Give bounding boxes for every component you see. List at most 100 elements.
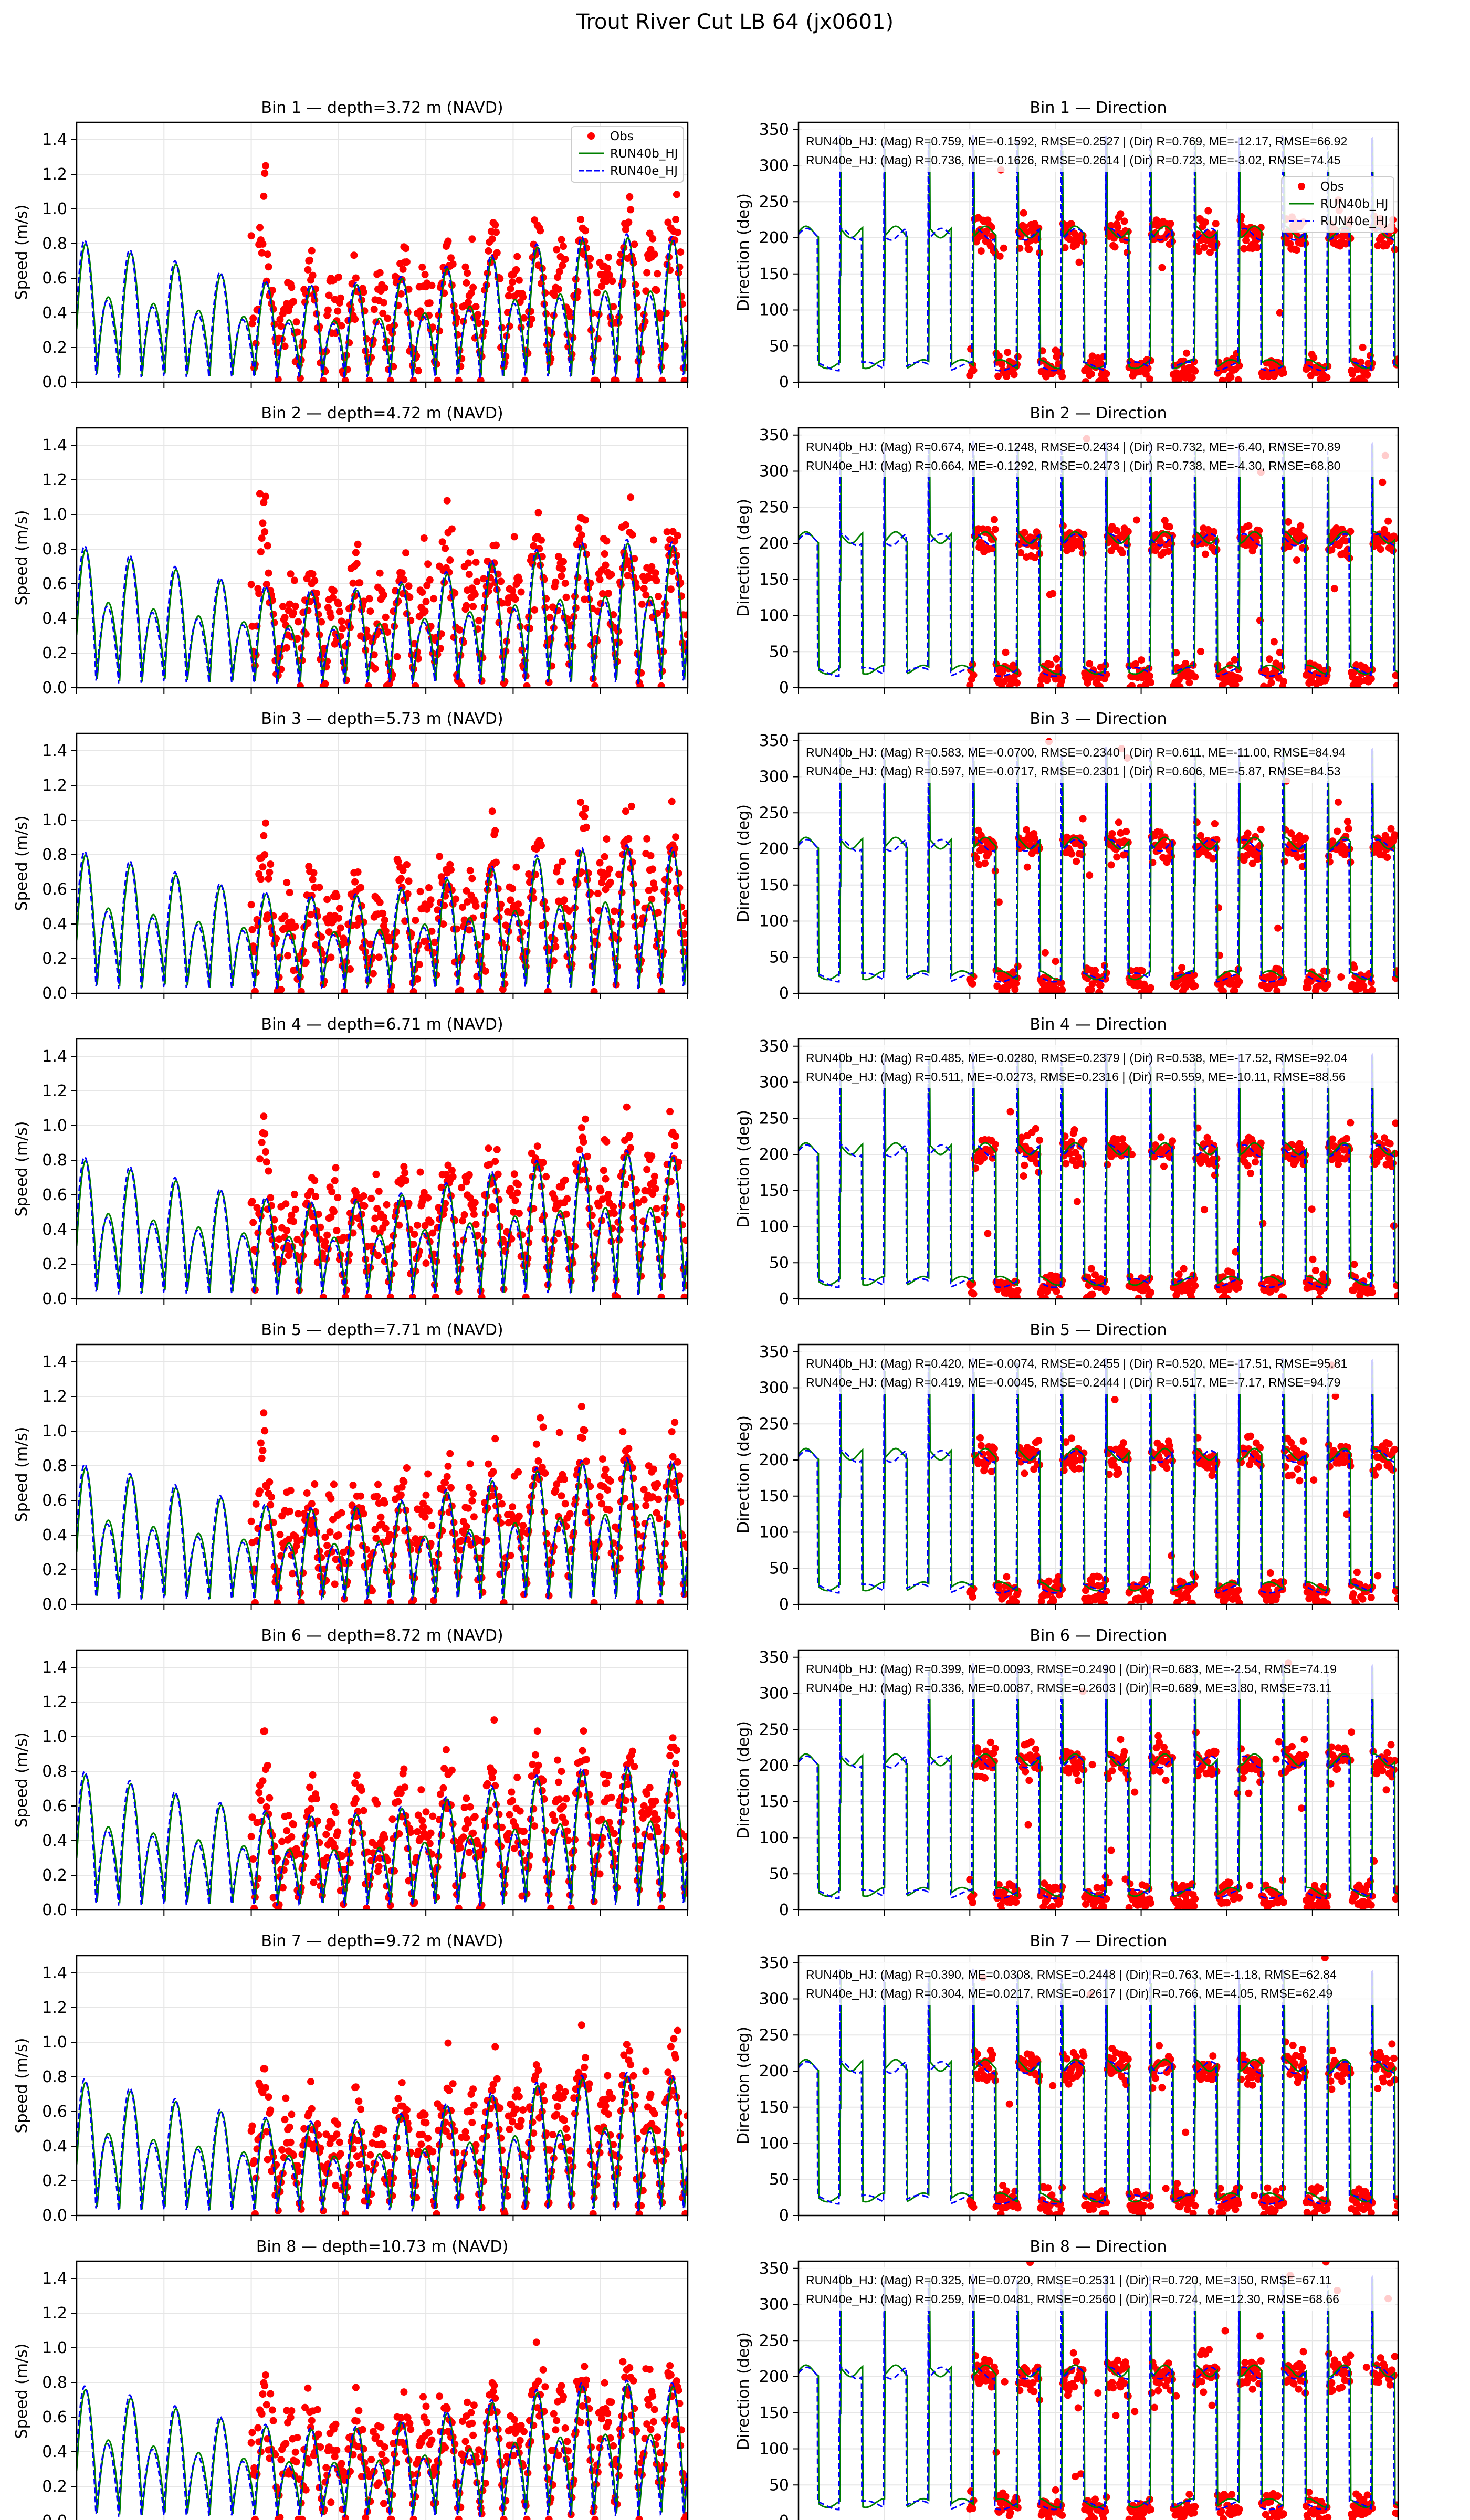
obs-point xyxy=(337,924,344,932)
obs-point xyxy=(449,1173,457,1181)
plot-area xyxy=(77,1103,688,1299)
obs-point xyxy=(601,550,608,558)
obs-point xyxy=(645,887,653,895)
obs-point xyxy=(291,1205,299,1213)
y-tick-label: 350 xyxy=(759,1343,789,1361)
obs-point xyxy=(325,291,333,299)
obs-point xyxy=(412,917,419,924)
obs-point xyxy=(335,274,342,281)
obs-point xyxy=(1201,550,1209,558)
obs-point xyxy=(405,877,413,885)
obs-point xyxy=(969,1593,976,1601)
y-tick-label: 1.4 xyxy=(42,742,67,760)
obs-point xyxy=(463,279,470,287)
obs-point xyxy=(1245,522,1253,530)
stats-run40b-hj: RUN40b_HJ: (Mag) R=0.759, ME=-0.1592, RM… xyxy=(806,134,1347,148)
obs-point xyxy=(1095,1573,1103,1581)
obs-point xyxy=(303,1489,311,1497)
obs-point xyxy=(532,1440,540,1448)
obs-point xyxy=(247,1517,255,1525)
obs-point xyxy=(261,170,269,177)
obs-point xyxy=(969,980,976,988)
obs-point xyxy=(424,1194,432,1202)
obs-point xyxy=(1047,661,1055,669)
obs-point xyxy=(430,1597,438,1604)
y-tick-label: 0 xyxy=(779,984,789,1003)
obs-point xyxy=(1297,522,1305,530)
obs-point xyxy=(469,284,477,291)
panel-title: Bin 5 — depth=7.71 m (NAVD) xyxy=(261,1321,503,1339)
obs-point xyxy=(405,1200,413,1208)
obs-point xyxy=(295,618,302,626)
obs-point xyxy=(380,591,387,599)
obs-point xyxy=(265,263,272,271)
obs-point xyxy=(418,589,426,596)
obs-point xyxy=(247,232,255,240)
obs-point xyxy=(1228,1269,1236,1277)
obs-point xyxy=(555,268,563,276)
obs-point xyxy=(1124,528,1132,536)
y-tick-label: 0.2 xyxy=(42,950,67,968)
y-tick-label: 0.2 xyxy=(42,339,67,357)
obs-point xyxy=(581,1426,589,1434)
obs-point xyxy=(561,1500,569,1508)
obs-point xyxy=(287,570,295,578)
obs-point xyxy=(539,1159,547,1167)
obs-point xyxy=(402,1177,410,1184)
obs-point xyxy=(650,1172,658,1180)
obs-point xyxy=(646,229,654,237)
obs-point xyxy=(514,1181,522,1189)
obs-point xyxy=(1161,517,1169,524)
obs-point xyxy=(635,1599,643,1604)
obs-point xyxy=(262,162,269,170)
obs-point xyxy=(672,1132,680,1140)
obs-point xyxy=(258,249,266,257)
obs-point xyxy=(667,585,675,593)
obs-point xyxy=(265,1167,272,1175)
obs-point xyxy=(290,298,298,306)
obs-point xyxy=(406,593,414,601)
obs-point xyxy=(264,542,271,550)
plot-area xyxy=(799,435,1398,688)
obs-point xyxy=(998,361,1006,369)
obs-point xyxy=(1368,986,1376,993)
obs-point xyxy=(429,1229,437,1237)
axes-frame xyxy=(76,732,689,994)
obs-point xyxy=(579,1434,586,1442)
obs-point xyxy=(554,1230,562,1237)
obs-point xyxy=(1146,1597,1153,1604)
obs-point xyxy=(1391,535,1398,542)
obs-point xyxy=(259,519,267,527)
obs-point xyxy=(1035,1437,1043,1445)
obs-point xyxy=(449,260,457,268)
obs-point xyxy=(472,558,480,566)
obs-point xyxy=(446,556,454,564)
obs-point xyxy=(370,651,378,659)
obs-point xyxy=(674,228,681,236)
obs-point xyxy=(1394,672,1398,680)
obs-point xyxy=(582,227,590,235)
obs-point xyxy=(498,599,506,607)
obs-point xyxy=(519,293,527,301)
obs-point xyxy=(402,245,410,253)
obs-point xyxy=(996,252,1004,260)
obs-point xyxy=(311,1480,319,1488)
obs-point xyxy=(361,1202,369,1210)
y-tick-label: 300 xyxy=(759,1379,789,1398)
obs-point xyxy=(264,911,271,919)
obs-point xyxy=(537,1414,544,1422)
axes-frame xyxy=(797,427,1399,689)
obs-point xyxy=(1288,1471,1296,1479)
obs-point xyxy=(1203,1133,1211,1141)
obs-point xyxy=(603,537,611,545)
obs-point xyxy=(370,306,378,313)
obs-point xyxy=(1119,549,1126,556)
series-line-run40b-hj xyxy=(77,237,688,377)
obs-point xyxy=(627,206,635,214)
obs-point xyxy=(323,896,331,904)
obs-point xyxy=(460,1211,468,1219)
obs-point xyxy=(404,890,412,898)
obs-point xyxy=(1013,679,1021,687)
